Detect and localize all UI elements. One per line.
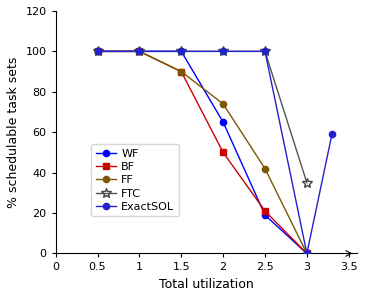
- BF: [179, 70, 184, 73]
- FTC: [95, 49, 100, 53]
- BF: [305, 252, 309, 255]
- FF: [179, 70, 184, 73]
- FF: [305, 252, 309, 255]
- Line: BF: BF: [95, 48, 310, 257]
- FF: [137, 49, 142, 53]
- FF: [95, 49, 100, 53]
- X-axis label: Total utilization: Total utilization: [159, 278, 254, 291]
- Line: WF: WF: [95, 48, 310, 257]
- Line: ExactSOL: ExactSOL: [95, 48, 335, 257]
- Legend: WF, BF, FF, FTC, ExactSOL: WF, BF, FF, FTC, ExactSOL: [91, 144, 179, 216]
- ExactSOL: [263, 49, 267, 53]
- Y-axis label: % schedulable task sets: % schedulable task sets: [7, 57, 20, 208]
- ExactSOL: [137, 49, 142, 53]
- FTC: [305, 181, 309, 184]
- WF: [305, 252, 309, 255]
- BF: [137, 49, 142, 53]
- FTC: [137, 49, 142, 53]
- FF: [221, 102, 225, 106]
- FF: [263, 167, 267, 170]
- BF: [95, 49, 100, 53]
- FTC: [179, 49, 184, 53]
- FTC: [263, 49, 267, 53]
- ExactSOL: [179, 49, 184, 53]
- ExactSOL: [221, 49, 225, 53]
- WF: [95, 49, 100, 53]
- FTC: [221, 49, 225, 53]
- WF: [137, 49, 142, 53]
- Line: FTC: FTC: [93, 46, 312, 188]
- WF: [221, 120, 225, 124]
- ExactSOL: [95, 49, 100, 53]
- Line: FF: FF: [95, 48, 310, 257]
- ExactSOL: [305, 252, 309, 255]
- WF: [263, 213, 267, 217]
- BF: [263, 209, 267, 213]
- BF: [221, 150, 225, 154]
- ExactSOL: [330, 132, 334, 136]
- WF: [179, 49, 184, 53]
